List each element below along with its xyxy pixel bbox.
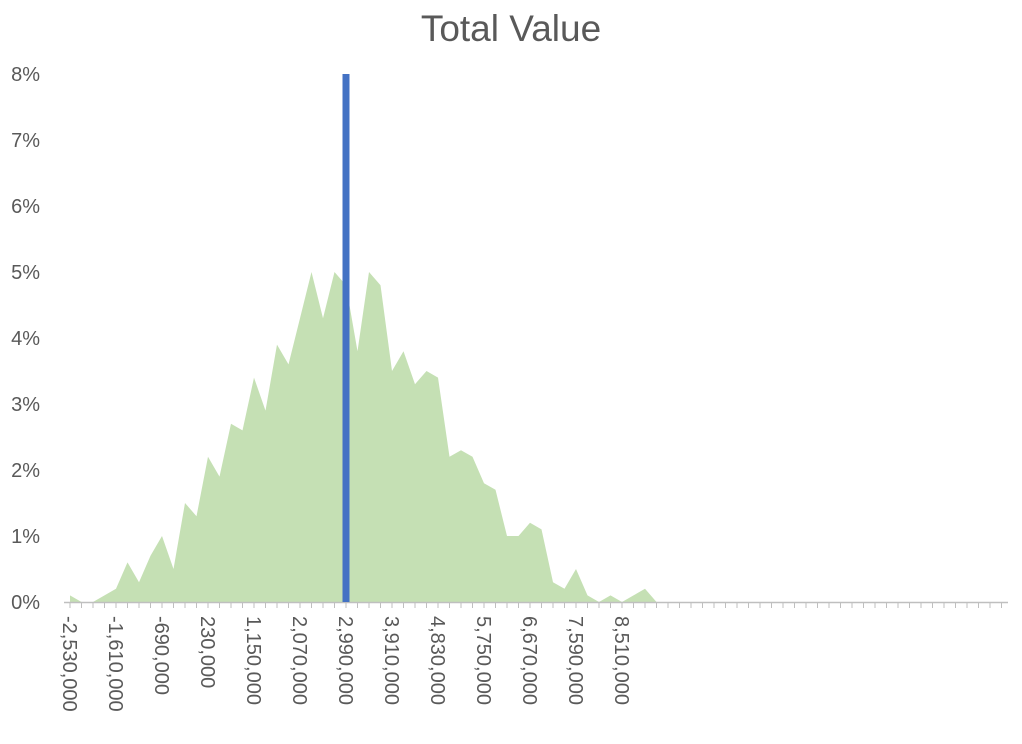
x-tick-label: 2,990,000 xyxy=(334,616,356,705)
x-tick-label: -2,530,000 xyxy=(58,616,80,712)
y-tick-label: 0% xyxy=(11,592,40,614)
y-tick-label: 3% xyxy=(11,394,40,416)
x-tick-label: 3,910,000 xyxy=(380,616,402,705)
y-tick-label: 7% xyxy=(11,130,40,152)
y-tick-label: 2% xyxy=(11,460,40,482)
x-tick-label: 2,070,000 xyxy=(288,616,310,705)
y-tick-label: 8% xyxy=(11,64,40,86)
y-tick-label: 1% xyxy=(11,526,40,548)
x-tick-label: 6,670,000 xyxy=(518,616,540,705)
marker-line xyxy=(342,74,350,602)
x-tick-label: 8,510,000 xyxy=(610,616,632,705)
x-tick-label: 1,150,000 xyxy=(242,616,264,705)
chart-title: Total Value xyxy=(420,8,602,49)
area-series xyxy=(70,272,657,602)
y-tick-label: 4% xyxy=(11,328,40,350)
y-tick-label: 6% xyxy=(11,196,40,218)
y-tick-label: 5% xyxy=(11,262,40,284)
x-tick-label: 230,000 xyxy=(196,616,218,688)
x-tick-label: -1,610,000 xyxy=(104,616,126,712)
x-tick-label: 5,750,000 xyxy=(472,616,494,705)
x-tick-label: -690,000 xyxy=(150,616,172,695)
x-tick-label: 7,590,000 xyxy=(564,616,586,705)
x-tick-label: 4,830,000 xyxy=(426,616,448,705)
